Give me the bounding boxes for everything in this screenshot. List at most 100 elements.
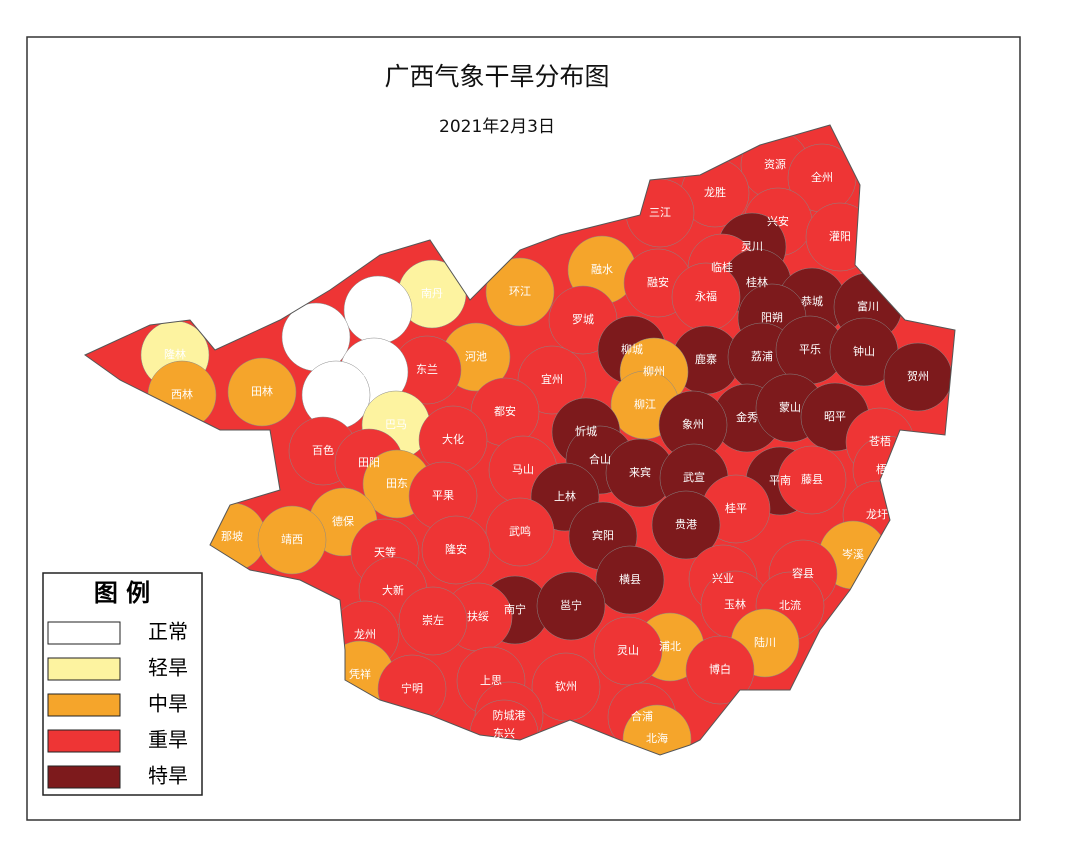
county-label: 象州	[682, 418, 704, 431]
county-label: 浦北	[659, 640, 681, 653]
map-title: 广西气象干旱分布图	[384, 62, 609, 91]
county-label: 钦州	[555, 680, 577, 693]
legend-swatch	[47, 693, 121, 717]
county-region	[536, 571, 606, 641]
county-label: 昭平	[824, 410, 846, 423]
county-label: 南宁	[504, 602, 526, 616]
county-label: 德保	[332, 514, 354, 528]
county-label: 梧州	[876, 462, 898, 476]
county-region	[421, 515, 491, 585]
county-label: 柳州	[643, 364, 665, 378]
county-label: 靖西	[281, 533, 303, 546]
county-label: 扶绥	[467, 609, 489, 623]
county-label: 玉林	[724, 597, 746, 611]
county-label: 柳江	[634, 397, 656, 411]
legend-title: 图 例	[94, 579, 150, 607]
legend-label: 特旱	[148, 764, 188, 788]
county-label: 平乐	[799, 343, 821, 356]
legend-box	[42, 572, 203, 796]
map-date: 2021年2月3日	[439, 117, 555, 137]
county-label: 临桂	[711, 260, 733, 274]
county-label: 邕宁	[560, 598, 582, 612]
county-label: 忻城	[575, 425, 597, 438]
county-label: 灵山	[617, 644, 639, 657]
county-label: 宾阳	[592, 528, 614, 542]
county-label: 隆安	[445, 542, 467, 556]
county-region	[651, 490, 721, 560]
county-label: 崇左	[422, 614, 444, 627]
county-label: 陆川	[754, 635, 776, 649]
county-label: 西林	[171, 387, 193, 401]
county-label: 全州	[811, 170, 833, 184]
county-label: 龙胜	[704, 185, 726, 199]
county-label: 灌阳	[829, 230, 851, 243]
county-label: 来宾	[629, 465, 651, 479]
county-region	[257, 505, 327, 575]
county-region	[485, 497, 555, 567]
county-region	[777, 445, 847, 515]
county-label: 河池	[465, 350, 487, 363]
county-label: 贵港	[675, 518, 697, 531]
county-label: 钟山	[853, 344, 875, 358]
legend-label: 重旱	[148, 728, 188, 752]
county-label: 田阳	[358, 456, 380, 469]
county-label: 隆林	[164, 347, 186, 361]
county-label: 苍梧	[869, 434, 891, 448]
county-label: 北海	[646, 731, 668, 745]
county-label: 凤山	[363, 365, 385, 378]
county-label: 罗城	[572, 313, 594, 326]
county-region	[593, 616, 663, 686]
legend-label: 正常	[148, 620, 188, 644]
county-label: 百色	[312, 443, 334, 457]
county-label: 桂林	[746, 275, 768, 289]
county-label: 兴业	[712, 572, 734, 585]
county-label: 凌云	[325, 387, 347, 401]
county-label: 永福	[695, 289, 717, 303]
county-label: 巴马	[385, 418, 407, 431]
county-label: 融安	[647, 275, 669, 289]
county-label: 宜州	[541, 372, 563, 386]
county-label: 凭祥	[349, 667, 371, 681]
county-label: 金秀	[736, 410, 758, 424]
county-label: 南丹	[421, 287, 443, 300]
county-label: 北流	[779, 598, 801, 612]
county-region	[685, 635, 755, 705]
county-label: 大新	[382, 583, 404, 597]
county-label: 三江	[649, 206, 671, 219]
county-region	[227, 357, 297, 427]
county-label: 灵川	[741, 240, 763, 253]
county-label: 上思	[480, 674, 502, 687]
county-label: 富川	[857, 299, 879, 313]
county-label: 阳朔	[761, 311, 783, 324]
county-label: 天峨	[367, 303, 389, 316]
legend-swatch	[47, 657, 121, 681]
county-label: 龙州	[354, 628, 376, 641]
county-region	[485, 257, 555, 327]
county-label: 桂平	[725, 501, 747, 515]
county-label: 藤县	[801, 473, 823, 486]
county-label: 宁明	[401, 681, 423, 695]
county-label: 荔浦	[751, 350, 773, 363]
county-label: 防城港	[493, 708, 526, 722]
county-label: 乐业	[305, 330, 327, 343]
county-label: 合浦	[631, 709, 653, 723]
county-label: 兴安	[767, 214, 789, 228]
legend-swatch	[47, 765, 121, 789]
county-label: 融水	[591, 263, 613, 276]
county-label: 博白	[709, 662, 731, 676]
county-label: 恭城	[801, 295, 823, 308]
county-label: 合山	[589, 452, 611, 466]
county-label: 田东	[386, 477, 408, 490]
county-label: 环江	[509, 285, 531, 298]
county-label: 横县	[619, 572, 641, 586]
county-label: 容县	[792, 566, 814, 580]
county-label: 岑溪	[842, 548, 864, 561]
legend-label: 轻旱	[148, 656, 188, 680]
county-label: 田林	[251, 384, 273, 398]
county-region	[595, 545, 665, 615]
county-label: 鹿寨	[695, 352, 717, 366]
county-label: 龙圩	[866, 508, 888, 521]
